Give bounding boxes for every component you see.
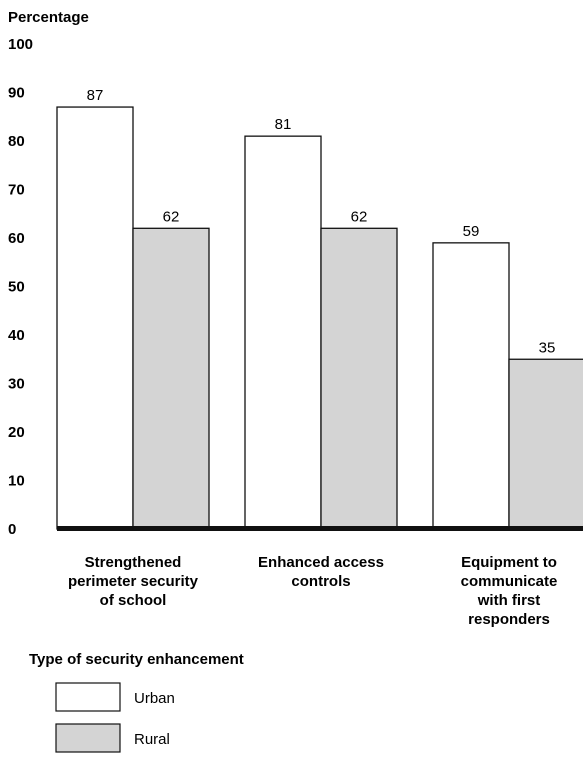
y-tick-label: 30 <box>8 376 25 393</box>
category-label-line: responders <box>468 611 550 628</box>
category-label-line: Strengthened <box>85 554 182 571</box>
bar-urban <box>56 106 134 530</box>
category-label: Enhanced access controls <box>258 554 384 590</box>
category-label-line: of school <box>100 592 167 609</box>
data-labels: 87 81 59 62 62 35 <box>87 87 556 356</box>
category-label: Equipment to communicate with first respond… <box>461 554 558 628</box>
data-label: 35 <box>539 339 556 356</box>
category-label-line: controls <box>291 573 350 590</box>
data-label: 87 <box>87 87 104 104</box>
y-tick-label: 50 <box>8 279 25 296</box>
y-axis-ticks: 0 10 20 30 40 50 60 70 80 90 100 <box>8 36 33 538</box>
bar-rural <box>132 227 210 530</box>
category-labels: Strengthened perimeter security of school E… <box>68 554 557 628</box>
category-label: Strengthened perimeter security of school <box>68 554 199 609</box>
legend-label-rural: Rural <box>134 731 170 748</box>
legend: Urban Rural <box>55 682 175 753</box>
category-label-line: communicate <box>461 573 558 590</box>
category-label-line: Enhanced access <box>258 554 384 571</box>
y-tick-label: 80 <box>8 133 25 150</box>
bar-rural <box>320 227 398 530</box>
y-axis-title: Percentage <box>8 9 89 26</box>
data-label: 81 <box>275 116 292 133</box>
category-label-line: perimeter security <box>68 573 199 590</box>
y-tick-label: 0 <box>8 521 16 538</box>
legend-label-urban: Urban <box>134 690 175 707</box>
data-label: 62 <box>163 208 180 225</box>
data-label: 62 <box>351 208 368 225</box>
y-tick-label: 10 <box>8 473 25 490</box>
y-tick-label: 70 <box>8 182 25 199</box>
bar-rural <box>508 358 583 530</box>
legend-swatch-urban <box>55 682 121 712</box>
y-tick-label: 90 <box>8 85 25 102</box>
bar-urban <box>244 135 322 530</box>
data-label: 59 <box>463 223 480 240</box>
legend-swatch-rural <box>55 723 121 753</box>
bar-urban <box>432 242 510 530</box>
y-tick-label: 100 <box>8 36 33 53</box>
x-axis-title: Type of security enhancement <box>29 651 244 668</box>
bars <box>56 106 583 530</box>
x-axis-baseline <box>57 526 583 531</box>
category-label-line: with first <box>477 592 541 609</box>
y-tick-label: 20 <box>8 424 25 441</box>
y-tick-label: 40 <box>8 327 25 344</box>
category-label-line: Equipment to <box>461 554 557 571</box>
y-tick-label: 60 <box>8 230 25 247</box>
